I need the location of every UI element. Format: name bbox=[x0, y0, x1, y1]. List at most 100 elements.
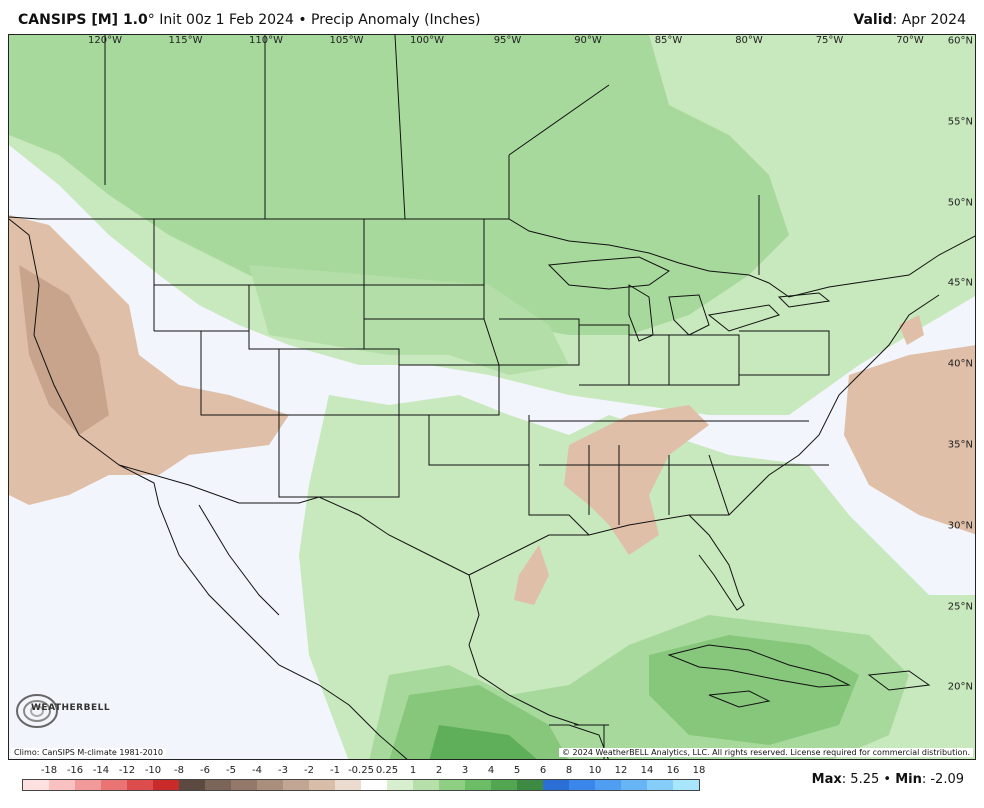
dry-zone-southeast bbox=[564, 405, 709, 555]
legend-tick-label: -1 bbox=[330, 765, 340, 776]
legend-swatch bbox=[387, 780, 413, 790]
legend-tick-label: -6 bbox=[200, 765, 210, 776]
max-min-stats: Max: 5.25 • Min: -2.09 bbox=[812, 772, 964, 787]
lon-label: 95°W bbox=[493, 35, 522, 46]
swirl-icon bbox=[16, 694, 58, 728]
init-time: Init 00z 1 Feb 2024 bbox=[154, 12, 294, 28]
legend-swatch bbox=[621, 780, 647, 790]
legend-tick-label: -18 bbox=[40, 765, 58, 776]
legend-swatch bbox=[595, 780, 621, 790]
lat-label: 20°N bbox=[947, 681, 973, 693]
lon-label: 80°W bbox=[735, 35, 763, 46]
legend-tick-label: -2 bbox=[304, 765, 314, 776]
political-boundaries bbox=[9, 35, 975, 759]
legend-tick-label: 6 bbox=[539, 765, 547, 776]
lat-label: 50°N bbox=[947, 197, 973, 209]
stats-separator: • bbox=[879, 772, 896, 787]
lon-label: 85°W bbox=[654, 35, 683, 46]
precip-anomaly-map: 120°W 115°W 110°W 105°W 100°W 95°W 90°W 85°W 80°… bbox=[8, 34, 976, 760]
legend-swatch bbox=[179, 780, 205, 790]
anomaly-zone-central-america bbox=[389, 685, 568, 759]
legend-color-bar bbox=[22, 779, 700, 791]
lon-label: 75°W bbox=[815, 35, 844, 46]
degree-symbol: ° bbox=[147, 12, 155, 28]
legend-swatch bbox=[153, 780, 179, 790]
lon-label: 90°W bbox=[574, 35, 602, 46]
legend-swatch bbox=[75, 780, 101, 790]
lat-label: 40°N bbox=[947, 358, 973, 370]
legend-swatch bbox=[673, 780, 699, 790]
lat-label: 35°N bbox=[947, 439, 973, 451]
legend-swatch bbox=[231, 780, 257, 790]
lon-label: 100°W bbox=[410, 35, 444, 46]
map-title: CANSIPS [M] 1.0° Init 00z 1 Feb 2024 • P… bbox=[18, 12, 481, 28]
legend-swatch bbox=[49, 780, 75, 790]
legend-tick-label: -10 bbox=[144, 765, 162, 776]
legend-swatch bbox=[439, 780, 465, 790]
dry-zone-maine bbox=[899, 315, 924, 345]
lat-label: 60°N bbox=[947, 35, 973, 47]
min-label: Min bbox=[895, 772, 922, 787]
lat-label: 25°N bbox=[947, 601, 973, 613]
map-canvas bbox=[9, 35, 975, 759]
legend-tick-label: -0.25 bbox=[348, 765, 374, 776]
lat-label: 30°N bbox=[947, 520, 973, 532]
legend-tick-label: -5 bbox=[226, 765, 236, 776]
legend-swatch bbox=[257, 780, 283, 790]
legend-tick-label: 5 bbox=[513, 765, 521, 776]
legend-swatch bbox=[309, 780, 335, 790]
header: CANSIPS [M] 1.0° Init 00z 1 Feb 2024 • P… bbox=[0, 0, 984, 34]
product-name: Precip Anomaly (Inches) bbox=[311, 12, 481, 28]
legend-swatch bbox=[413, 780, 439, 790]
legend-tick-label: 18 bbox=[692, 765, 706, 776]
legend-swatch bbox=[205, 780, 231, 790]
legend-swatch bbox=[517, 780, 543, 790]
min-value: : -2.09 bbox=[921, 772, 964, 787]
legend-tick-label: -14 bbox=[92, 765, 110, 776]
legend-swatch bbox=[647, 780, 673, 790]
legend-tick-label: 10 bbox=[588, 765, 602, 776]
valid-value: : Apr 2024 bbox=[892, 12, 966, 28]
legend-tick-label: -3 bbox=[278, 765, 288, 776]
legend-tick-label: 8 bbox=[565, 765, 573, 776]
valid-time: Valid: Apr 2024 bbox=[853, 12, 966, 28]
lon-label: 120°W bbox=[88, 35, 122, 46]
copyright-note: © 2024 WeatherBELL Analytics, LLC. All r… bbox=[559, 748, 973, 757]
lon-label: 70°W bbox=[896, 35, 924, 46]
legend-tick-label: -8 bbox=[174, 765, 184, 776]
dry-zone-atlantic bbox=[844, 345, 975, 535]
lat-label: 55°N bbox=[947, 116, 973, 128]
anomaly-zone-plains bbox=[249, 265, 569, 375]
legend-swatch bbox=[543, 780, 569, 790]
legend-tick-label: -12 bbox=[118, 765, 136, 776]
title-bullet: • bbox=[293, 12, 312, 28]
legend-tick-label: 0.25 bbox=[375, 765, 399, 776]
legend-swatch bbox=[283, 780, 309, 790]
legend-swatch bbox=[127, 780, 153, 790]
weatherbell-logo: WEATHERBELL bbox=[13, 689, 110, 737]
legend-tick-label: 14 bbox=[640, 765, 654, 776]
legend-swatch bbox=[569, 780, 595, 790]
max-label: Max bbox=[811, 772, 842, 787]
legend-swatch bbox=[465, 780, 491, 790]
legend-swatch bbox=[23, 780, 49, 790]
legend-tick-label: -16 bbox=[66, 765, 84, 776]
lat-label: 45°N bbox=[947, 277, 973, 289]
model-name: CANSIPS [M] 1.0 bbox=[18, 12, 148, 28]
valid-label: Valid bbox=[853, 12, 893, 28]
anomaly-zone-peak bbox=[429, 725, 537, 759]
logo-wordmark: WEATHERBELL bbox=[31, 703, 111, 713]
legend-tick-label: 3 bbox=[461, 765, 469, 776]
legend-swatch bbox=[335, 780, 361, 790]
legend-tick-label: 2 bbox=[435, 765, 443, 776]
anomaly-zone-canada bbox=[9, 35, 789, 335]
lon-label: 105°W bbox=[329, 35, 364, 46]
climatology-note: Climo: CanSIPS M-climate 1981-2010 bbox=[11, 748, 166, 757]
legend-tick-label: -4 bbox=[252, 765, 262, 776]
dry-zone-gulf bbox=[514, 545, 549, 605]
lon-label: 115°W bbox=[168, 35, 203, 46]
dry-zone-california bbox=[19, 265, 109, 435]
legend-tick-label: 4 bbox=[487, 765, 495, 776]
lon-label: 110°W bbox=[249, 35, 283, 46]
legend-tick-label: 12 bbox=[614, 765, 628, 776]
